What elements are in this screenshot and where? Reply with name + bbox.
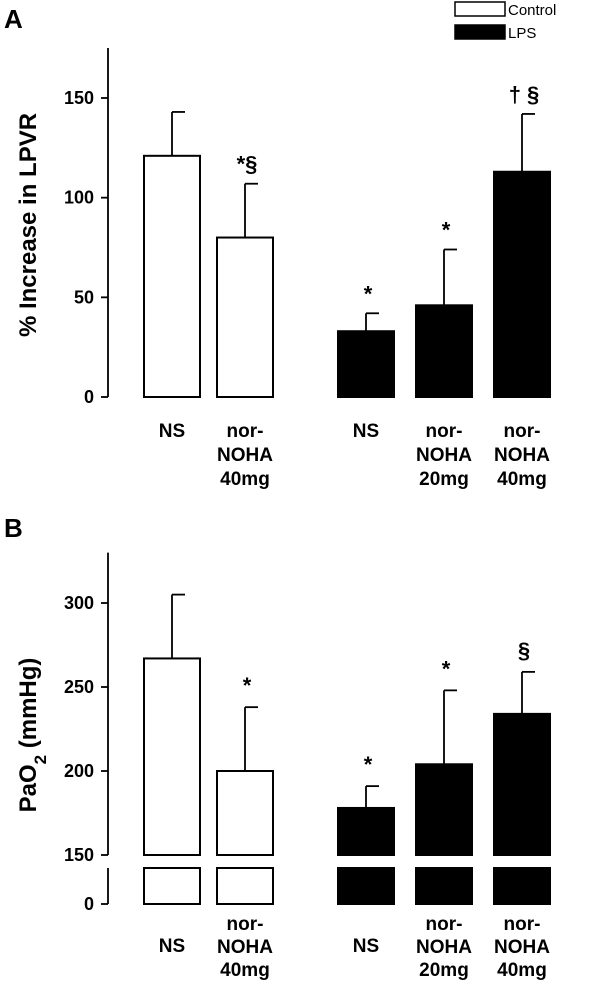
panel-b-category-label: nor-NOHA 20mg: [416, 914, 472, 981]
panel-b-y-tick-label: 200: [64, 761, 94, 781]
panel-b-bar-1: [143, 657, 201, 856]
panel-a-bar-3: [337, 330, 395, 398]
legend-label-control: Control: [508, 2, 556, 19]
panel-b-significance-marker: *: [442, 656, 451, 681]
panel-a-category-label: nor-NOHA 40mg: [494, 421, 550, 490]
panel-b-y-tick-label: 250: [64, 677, 94, 697]
panel-a-category-label: NS: [353, 421, 379, 442]
panel-b-bar-base-4: [415, 867, 473, 905]
panel-b-y-axis-label: PaO2 (mmHg): [15, 658, 50, 813]
panel-a-category-label: nor-NOHA 20mg: [416, 421, 472, 490]
panel-a-bar-4: [415, 304, 473, 399]
panel-b-y-tick-label: 0: [84, 894, 94, 914]
panel-a-y-tick-label: 100: [64, 188, 94, 208]
panel-b-category-label: nor-NOHA 40mg: [217, 914, 273, 981]
panel-a-plot: 0 50 100 150 NS *§ nor-NOHA 40mg * NS * nor-NOHA 20m…: [64, 48, 551, 490]
panel-a-category-label: nor-NOHA 40mg: [217, 421, 273, 490]
panel-b-bar-2: [216, 770, 274, 856]
legend-label-lps: LPS: [508, 25, 536, 42]
legend-swatch-lps: [454, 24, 506, 40]
panel-b-bar-base-1: [143, 867, 201, 905]
panel-b-bar-5: [493, 712, 551, 856]
panel-b-label: B: [4, 513, 23, 543]
panel-a-y-tick-label: 50: [74, 287, 94, 307]
panel-b-bar-base-5: [493, 867, 551, 905]
panel-b-significance-marker: *: [243, 673, 252, 698]
panel-b-bar-base-2: [216, 867, 274, 905]
legend-swatch-control: [454, 1, 506, 17]
panel-a-significance-marker: *: [364, 281, 373, 306]
panel-b-bar-4: [415, 763, 473, 857]
panel-b-category-label: nor-NOHA 40mg: [494, 914, 550, 981]
panel-b-plot: 0 150 200 250 300 NS * nor-NOHA 40mg * NS * nor-NOHA…: [64, 552, 551, 981]
panel-a-y-tick-label: 150: [64, 88, 94, 108]
panel-a-category-label: NS: [159, 421, 185, 442]
panel-a-significance-marker: † §: [509, 82, 540, 107]
panel-a-label: A: [4, 4, 23, 34]
panel-a-y-tick-label: 0: [84, 387, 94, 407]
panel-a-significance-marker: *: [442, 217, 451, 242]
panel-b-y-tick-label: 300: [64, 593, 94, 613]
panel-b-category-label: NS: [353, 936, 379, 957]
panel-b-y-tick-label: 150: [64, 845, 94, 865]
panel-a-y-axis-label: % Increase in LPVR: [15, 113, 42, 337]
panel-a-significance-marker: *§: [237, 152, 258, 177]
legend: Control LPS: [454, 1, 556, 42]
panel-a-bar-2: [216, 236, 274, 398]
panel-b-category-label: NS: [159, 936, 185, 957]
panel-a-bar-5: [493, 170, 551, 398]
panel-a-bar-1: [143, 154, 201, 398]
panel-b-significance-marker: §: [518, 638, 530, 663]
panel-b-significance-marker: *: [364, 752, 373, 777]
panel-b-bar-3: [337, 806, 395, 857]
panel-b-bar-base-3: [337, 867, 395, 905]
